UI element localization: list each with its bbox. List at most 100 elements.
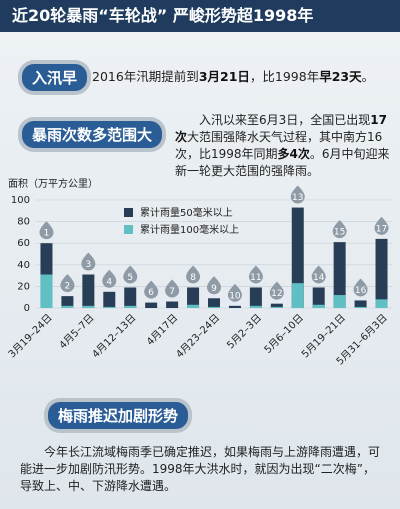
bar [124,287,137,308]
bar-number: 11 [250,273,261,283]
bar [375,299,388,308]
x-tick-label: 4月23–24日 [174,312,223,361]
bar [354,300,367,308]
number-drop [207,276,221,295]
bar-number: 14 [313,273,325,283]
bar-number: 3 [85,260,91,270]
section-badge: 梅雨推迟加剧形势 [48,402,189,429]
x-tick-label: 5月2–3日 [224,312,264,352]
number-drop [81,252,96,271]
bar [208,306,220,308]
section-badge: 暴雨次数多范围大 [22,121,163,148]
y-tick-label: 40 [17,260,30,271]
y-axis-label: 面积（万平方公里） [8,177,98,190]
bar [228,305,241,308]
bar [61,296,74,308]
number-drop [332,220,347,239]
paragraph: 2016年汛期提前到3月21日，比1998年早23天。 [92,68,392,85]
text-run: 早23天 [319,69,362,84]
bar [82,305,95,308]
x-tick-label: 4月5–7日 [57,312,97,352]
bar-number: 15 [334,228,345,238]
bar [291,283,304,308]
bar [375,238,388,308]
bar-number: 17 [376,224,387,234]
paragraph: 入汛以来至6月3日，全国已出现17次大范围强降水天气过程，其中南方16次，比19… [175,112,390,180]
x-tick-label: 3月19–24日 [6,312,55,361]
bar-number: 7 [169,287,175,297]
y-tick-label: 60 [17,238,30,249]
x-tick-label: 4月17日 [144,312,180,348]
bar [333,295,346,308]
text-run: 3月21日 [198,69,250,84]
text-run: 2016年汛期提前到 [92,69,199,84]
bar [103,291,116,308]
bar [312,287,325,308]
bar [187,287,200,308]
number-drop [60,274,75,293]
text-run: 17次 [175,113,387,144]
paragraph: 今年长江流域梅雨季已确定推迟，如果梅雨与上游降雨遭遇，可能进一步加剧防汛形势。1… [20,444,385,495]
page-title: 近20轮暴雨“车轮战” 严峻形势超1998年 [0,0,400,32]
number-drop [144,280,159,299]
bar-number: 9 [211,284,217,294]
section-badge: 入汛早 [22,64,88,91]
bar [333,242,346,308]
y-tick-label: 100 [11,195,30,206]
bar [166,301,179,308]
number-drop [102,269,117,288]
bar-number: 6 [148,288,154,298]
number-drop [353,278,368,297]
chart: 面积（万平方公里） 0 20 40 60 80 100 累计雨量50毫米以上累计雨量100毫… [6,177,392,367]
bar [208,298,220,308]
text-run: 入汛以来至6月3日，全国已出现 [199,113,371,127]
number-drop [186,265,201,284]
bar [145,302,158,308]
bar-number: 5 [127,273,133,283]
number-drop [227,283,242,302]
y-tick-label: 80 [17,217,30,228]
bar [291,207,304,308]
y-tick-label: 0 [24,303,30,314]
bar [270,303,283,308]
number-drop [269,281,284,300]
bar [61,305,74,308]
text-run: ，比1998年 [249,69,320,84]
number-drop [374,216,389,235]
x-tick-label: 4月12–13日 [90,312,139,361]
legend-swatch [124,208,133,217]
number-drop [123,265,138,284]
legend-swatch [124,225,133,234]
text-run: 今年长江流域梅雨季已确定推迟，如果梅雨与上游降雨遭遇，可能进一步加剧防汛形势。1… [20,445,381,493]
bar-number: 10 [229,291,241,301]
number-drop [311,265,326,284]
bar [249,305,262,308]
bar [312,304,325,308]
bar [124,305,137,308]
text-run: 多4次 [277,147,310,161]
bar [354,306,367,308]
number-drop [290,185,305,204]
bar-number: 13 [292,193,303,203]
bar-number: 4 [106,277,112,287]
bar-number: 16 [355,286,367,296]
bar [249,287,262,308]
bar [103,306,116,308]
text-run: 。 [361,69,375,84]
bar-number: 12 [271,289,282,299]
number-drop [165,279,180,298]
x-tick-label: 5月6–10日 [262,312,306,356]
legend-label: 累计雨量50毫米以上 [140,206,233,219]
y-tick-label: 20 [17,281,30,292]
number-drop [248,265,263,284]
bar [40,274,53,308]
bar-number: 2 [65,282,71,292]
bar-number: 1 [44,229,50,239]
legend-label: 累计雨量100毫米以上 [140,223,239,236]
bar [187,304,200,308]
bar-number: 8 [190,273,196,283]
bar [82,274,95,308]
number-drop [39,221,54,240]
text-run: 大范围强降水天气过程，其中南方16次，比1998年同期 [175,130,383,161]
